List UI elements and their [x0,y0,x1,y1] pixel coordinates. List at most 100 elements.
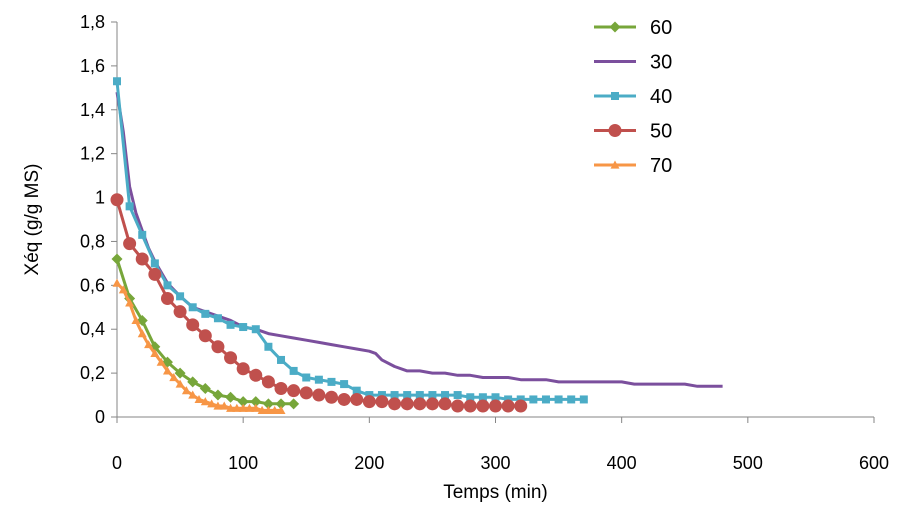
data-point-70 [251,403,261,412]
data-point-40 [340,380,349,389]
data-point-50 [160,292,174,305]
data-point-70 [169,373,179,382]
data-point-50 [350,392,364,406]
data-point-40 [138,230,147,239]
data-point-50 [413,397,427,411]
series-line-40 [115,81,584,401]
data-point-70 [232,403,242,412]
data-point-70 [112,278,122,287]
data-point-50 [476,399,490,413]
data-point-50 [299,386,313,400]
x-tick-label: 400 [607,453,637,473]
legend-item-70: 70 [594,155,672,177]
data-point-40 [251,325,260,334]
data-point-40 [113,77,121,86]
data-point-50 [337,392,351,406]
data-point-40 [289,366,298,375]
legend-label: 40 [650,86,672,108]
data-point-40 [415,391,424,400]
data-point-40 [541,395,550,404]
data-point-50 [388,397,402,411]
legend-marker [608,124,622,137]
data-point-70 [219,401,229,410]
legend-marker [610,160,620,169]
x-tick-label: 200 [354,453,384,473]
data-point-40 [579,395,588,404]
data-point-70 [200,397,210,406]
data-point-40 [441,391,450,400]
data-point-70 [244,403,254,412]
x-tick-label: 100 [228,453,258,473]
y-axis-title: Xéq (g/g MS) [22,164,43,276]
data-point-40 [352,386,361,395]
data-point-70 [118,285,128,294]
series-line-30 [115,91,723,388]
data-point-60 [111,253,123,265]
plot-area [110,77,723,415]
data-point-50 [425,397,439,411]
data-point-40 [466,393,475,402]
series-40 [113,77,588,404]
data-point-40 [554,395,563,404]
data-point-70 [226,403,236,412]
data-point-50 [198,329,212,343]
legend-marker [609,21,621,33]
data-point-50 [463,399,477,413]
legend-item-40: 40 [594,86,672,108]
data-point-40 [377,391,386,400]
data-point-40 [163,281,172,290]
x-axis-title: Temps (min) [443,482,548,503]
data-point-70 [150,348,160,357]
y-tick-label: 0,2 [80,363,105,383]
data-point-40 [516,395,525,404]
data-point-40 [428,391,437,400]
data-point-60 [225,391,237,403]
data-point-40 [226,320,235,329]
x-tick-label: 500 [733,453,763,473]
data-point-40 [277,355,286,364]
series-30 [115,91,723,388]
data-point-60 [174,367,186,379]
legend-item-60: 60 [594,17,672,39]
data-point-70 [270,405,280,415]
data-point-50 [274,381,288,395]
data-point-40 [213,314,222,323]
y-tick-label: 1,2 [80,144,105,164]
data-point-50 [489,399,502,413]
data-point-70 [238,403,248,412]
legend-item-30: 30 [594,52,672,74]
data-point-50 [236,362,250,376]
y-tick-label: 1,4 [80,100,105,120]
data-point-70 [156,357,166,366]
y-tick-label: 0,8 [80,231,105,251]
data-point-40 [403,391,412,400]
data-point-70 [125,298,135,307]
y-tick-label: 0 [95,407,105,427]
data-point-40 [327,377,336,386]
legend: 60 30 40 50 70 [594,17,672,177]
data-point-40 [188,303,197,312]
data-point-50 [438,397,452,411]
data-point-40 [567,395,576,404]
y-tick-label: 1 [95,188,105,208]
data-point-50 [375,395,389,409]
x-tick-label: 300 [480,453,510,473]
data-point-70 [144,340,154,349]
legend-label: 70 [650,155,672,177]
data-point-50 [186,318,200,332]
data-point-50 [148,267,162,281]
data-point-40 [365,391,374,400]
series-60 [111,253,300,410]
data-point-70 [131,315,141,325]
y-tick-label: 1,6 [80,56,105,76]
data-point-60 [262,398,274,410]
data-point-50 [451,399,465,413]
data-point-50 [249,368,263,382]
data-point-70 [175,379,185,388]
y-tick-label: 1,8 [80,12,105,32]
data-point-70 [257,405,267,415]
data-point-40 [453,391,462,400]
legend-label: 60 [650,17,672,39]
data-point-50 [514,399,528,413]
legend-label: 50 [650,121,672,143]
